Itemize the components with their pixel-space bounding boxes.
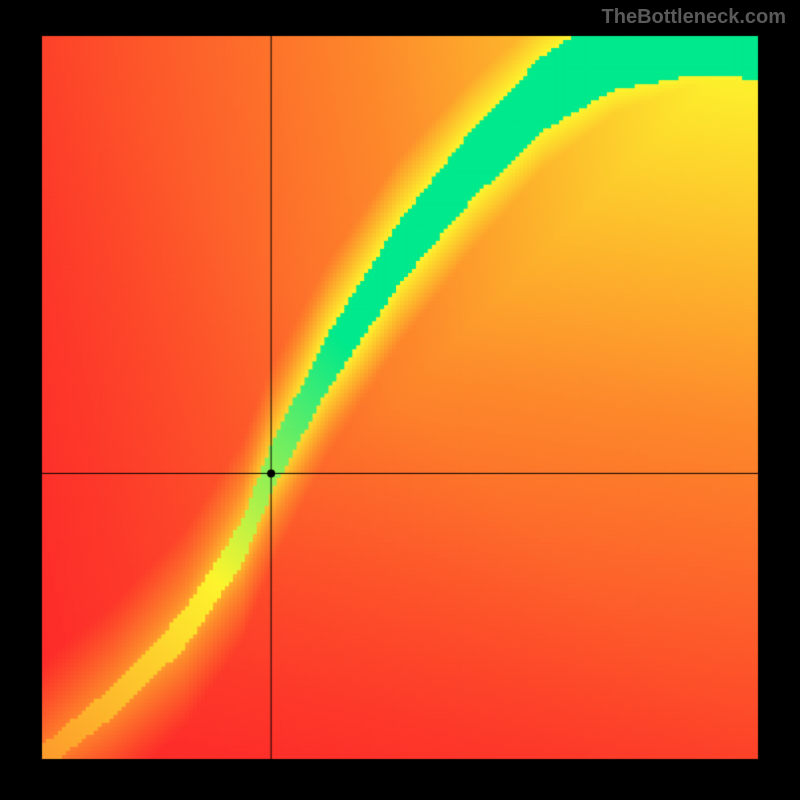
attribution-label: TheBottleneck.com — [602, 6, 786, 29]
chart-wrapper: TheBottleneck.com — [0, 0, 800, 800]
bottleneck-heatmap-canvas — [0, 0, 800, 800]
